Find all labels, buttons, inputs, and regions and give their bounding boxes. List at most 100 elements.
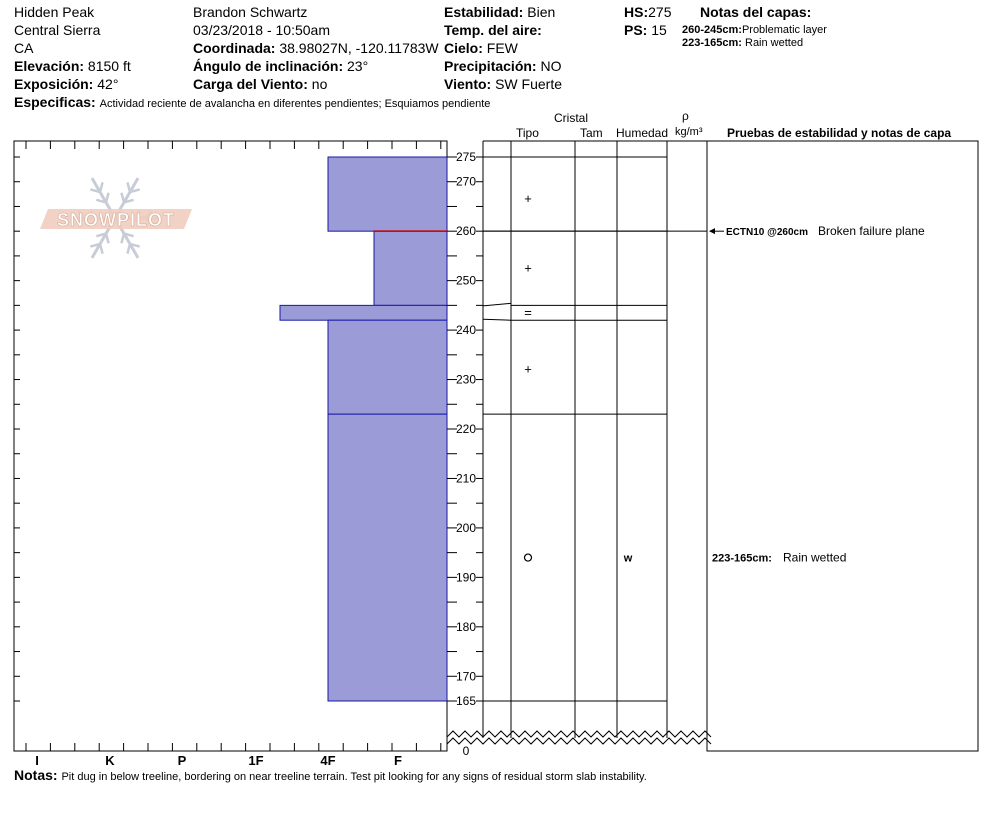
air-temp: Temp. del aire: [444,22,542,38]
slope-angle-value: 23° [347,58,369,74]
test-code: 223-165cm: [712,553,772,565]
state: CA [14,40,34,56]
ps: PS: 15 [624,22,667,38]
slope-angle: Ángulo de inclinación: 23° [193,58,368,74]
wind-loading-label: Carga del Viento: [193,76,308,92]
height-label: 0 [463,744,470,758]
height-label: 170 [456,669,476,683]
specifics-label: Especificas: [14,94,96,110]
snowflake-branch [123,232,134,238]
exposure-label: Exposición: [14,76,94,92]
hardness-layer [279,304,448,321]
air-temp-label: Temp. del aire: [444,22,542,38]
hardness-label: K [105,753,115,768]
snowflake-branch [104,192,110,203]
hardness-label: 1F [248,753,263,768]
height-label: 230 [456,373,476,387]
coordinates-value: 38.98027N, -120.11783W [279,40,439,56]
height-label: 190 [456,570,476,584]
slope-angle-label: Ángulo de inclinación: [193,58,344,74]
notes-label: Notas: [14,767,58,783]
hardness-plot: I K P 1F 4F F [13,140,448,768]
crystal-symbol: + [524,191,532,206]
snowflake-branch [120,192,126,203]
crystal-symbol: + [524,362,532,377]
height-label: 200 [456,521,476,535]
layer-note-text: Problematic layer [741,24,827,36]
observer: Brandon Schwartz [193,4,308,20]
height-label: 260 [456,224,476,238]
hardness-layer [327,413,448,702]
height-label: 220 [456,422,476,436]
sky-label: Cielo: [444,40,483,56]
height-label: 270 [456,175,476,189]
snowflake-branch [120,233,126,244]
stability-value: Bien [527,4,556,20]
humidity-header: Humedad [616,126,669,140]
layer-connector [482,318,512,321]
precipitation-label: Precipitación: [444,58,537,74]
crystal-symbol: + [524,260,532,275]
snowflake-branch [126,182,132,193]
snowflake-branch [90,188,101,194]
stability-tests: ECTN10 @260cm Broken failure plane 223-165… [706,140,979,752]
exposure: Exposición: 42° [14,76,118,92]
crystal-header: Cristal [554,111,589,125]
hardness-layer [327,319,448,415]
snowflake-branch [126,243,132,254]
sky-value: FEW [486,40,518,56]
precipitation: Precipitación: NO [444,58,561,74]
axis-break-zigzag [446,737,712,745]
crystal-symbol: = [524,305,532,320]
snowflake-branch [96,198,107,204]
test-code: ECTN10 @260cm [726,227,808,238]
snowflake-branch [129,188,140,194]
layer-note: 260-245cm:Problematic layer [682,24,827,37]
type-header: Tipo [516,126,539,140]
height-label: 250 [456,274,476,288]
humidity-value: w [623,553,633,565]
hs-value: 275 [648,4,672,20]
size-header: Tam [580,126,603,140]
snowflake-branch [129,242,140,248]
location: Hidden Peak [14,4,95,20]
crystal-symbol [523,553,533,562]
logo-banner [40,209,192,229]
layer-notes-title: Notas del capas: [700,4,812,20]
snowflake-branch [104,233,110,244]
layer-note-range: 260-245cm: [682,24,742,36]
density-symbol: ρ [682,109,689,123]
hardness-label: F [394,753,402,768]
snowpilot-logo: SNOWPILOT [40,177,192,259]
snowflake-branch [90,242,101,248]
hardness-layer [373,230,448,306]
height-label: 165 [456,694,476,708]
notes-value: Pit dug in below treeline, bordering on … [61,771,647,783]
wind-value: SW Fuerte [495,76,562,92]
hardness-layer [327,156,448,232]
height-axis: 275 270 260 250 240 230 220 210 200 190 180 170 165 0 [447,150,483,758]
hardness-label: P [178,753,187,768]
layer-note-range: 223-165cm: [682,37,742,49]
datetime: 03/23/2018 - 10:50am [193,22,330,38]
height-label: 180 [456,620,476,634]
density-unit: kg/m³ [675,126,703,138]
wind-label: Viento: [444,76,492,92]
coordinates-label: Coordinada: [193,40,276,56]
test-note: Rain wetted [783,551,846,565]
layer-connector [482,302,512,307]
mountain-range: Central Sierra [14,22,101,38]
ps-value: 15 [651,22,667,38]
height-label: 210 [456,471,476,485]
layer-note: 223-165cm: Rain wetted [682,37,803,50]
coordinates: Coordinada: 38.98027N, -120.11783W [193,40,439,56]
test-note: Broken failure plane [818,224,925,238]
hardness-label: I [35,753,39,768]
layer-table: + + = + w [446,140,712,745]
specifics: Especificas: Actividad reciente de avala… [14,94,490,112]
wind-loading-value: no [311,76,328,92]
height-label: 240 [456,323,476,337]
precipitation-value: NO [540,58,562,74]
stability: Estabilidad: Bien [444,4,555,20]
